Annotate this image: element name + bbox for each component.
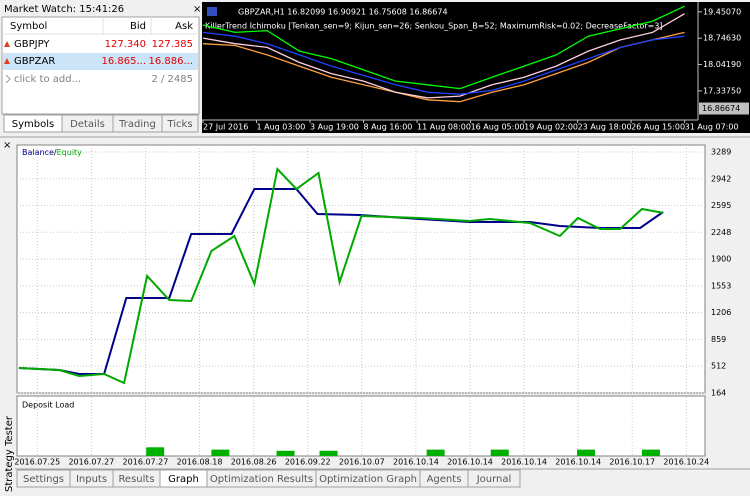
add-icon (5, 74, 11, 84)
load-bar (426, 449, 445, 456)
price-chart (202, 2, 750, 133)
y-tick-label: 17.33750 (703, 86, 741, 95)
legend: Balance/Equity (22, 148, 82, 157)
tab-label[interactable]: Ticks (166, 119, 192, 130)
add-row[interactable]: click to add... (14, 74, 81, 85)
x-tick-label: 2016.10.14 (501, 458, 547, 467)
y-tick-label: 2942 (711, 174, 731, 183)
x-tick-label: 2016.07.27 (123, 458, 169, 467)
x-tick-label: 19 Aug 02:00 (524, 123, 578, 132)
tab-label[interactable]: Agents (427, 474, 462, 485)
tab-label[interactable]: Graph (168, 474, 199, 485)
y-tick-label: 18.74630 (703, 34, 741, 43)
x-tick-label: 2016.10.14 (447, 458, 493, 467)
x-tick-label: 2016.07.27 (68, 458, 114, 467)
chart-title: GBPZAR,H1 16.82099 16.90921 16.75608 16.… (238, 8, 448, 17)
x-tick-label: 31 Aug 07:00 (685, 123, 739, 132)
load-bar (276, 450, 295, 456)
x-tick-label: 1 Aug 03:00 (257, 123, 306, 132)
load-bar (490, 449, 509, 456)
y-tick-label: 512 (711, 362, 726, 371)
symbol-cell[interactable]: GBPJPY (14, 39, 50, 50)
chart-icon (207, 7, 217, 16)
series-line (202, 5, 685, 90)
y-tick-label: 19.45070 (703, 7, 741, 16)
tab-label[interactable]: Optimization Results (210, 474, 313, 485)
tab-label[interactable]: Details (70, 119, 105, 130)
tester-label: Strategy Tester (4, 415, 15, 492)
y-tick-label: 859 (711, 335, 726, 344)
series-line (202, 31, 685, 95)
x-tick-label: 8 Aug 16:00 (364, 123, 413, 132)
symbol-count: 2 / 2485 (151, 74, 193, 85)
symbol-icon (4, 58, 10, 64)
tab-label[interactable]: Optimization Graph (319, 474, 417, 485)
x-tick-label: 2016.10.17 (609, 458, 655, 467)
tab-label[interactable]: Journal (476, 474, 512, 485)
selected-row (3, 53, 198, 70)
y-tick-label: 1553 (711, 281, 731, 290)
deposit-area (16, 395, 706, 457)
x-tick-label: 2016.10.14 (555, 458, 601, 467)
series-line (202, 31, 685, 103)
close-button[interactable]: × (3, 140, 11, 151)
load-bar (211, 449, 230, 456)
tab-label[interactable]: Inputs (76, 474, 107, 485)
legend-entry: Equity (57, 148, 83, 157)
tab-label[interactable]: Settings (23, 474, 64, 485)
price-cell[interactable]: 16.865... (101, 56, 146, 67)
x-tick-label: 2016.08.26 (231, 458, 277, 467)
load-bar (577, 449, 596, 456)
x-tick-label: 3 Aug 19:00 (310, 123, 359, 132)
x-tick-label: 2016.10.24 (663, 458, 709, 467)
legend-entry: Balance (22, 148, 54, 157)
indicator-label: KillerTrend Ichimoku [Tenkan_sen=9; Kiju… (205, 22, 663, 31)
panel-title: Deposit Load (22, 401, 74, 410)
column-header[interactable]: Symbol (10, 21, 47, 32)
y-tick-label: 1206 (711, 308, 731, 317)
load-bar (319, 450, 338, 456)
legend-entry: / (54, 148, 57, 157)
price-cell[interactable]: 127.385 (152, 39, 193, 50)
column-header[interactable]: Ask (175, 21, 193, 32)
y-tick-label: 1900 (711, 255, 731, 264)
y-tick-label: 164 (711, 389, 726, 398)
load-bar (641, 449, 660, 456)
y-tick-label: 3289 (711, 148, 731, 157)
y-tick-label: 18.04190 (703, 60, 741, 69)
y-tick-label: 2248 (711, 228, 731, 237)
symbol-icon (4, 41, 10, 47)
tab[interactable] (467, 469, 521, 488)
column-header[interactable]: Bid (130, 21, 146, 32)
x-tick-label: 11 Aug 08:00 (417, 123, 471, 132)
tab[interactable] (161, 114, 199, 133)
last-price-box (699, 102, 749, 115)
load-bar (146, 447, 165, 456)
price-cell[interactable]: 127.340 (105, 39, 146, 50)
symbol-cell[interactable]: GBPZAR (14, 56, 55, 67)
x-tick-label: 2016.10.07 (339, 458, 385, 467)
price-cell[interactable]: 16.886... (148, 56, 193, 67)
x-tick-label: 27 Jul 2016 (203, 123, 248, 132)
last-price-label: 16.86674 (702, 104, 740, 113)
tab-label[interactable]: Trading (118, 119, 156, 130)
x-tick-label: 16 Aug 05:00 (471, 123, 525, 132)
y-tick-label: 2595 (711, 201, 731, 210)
x-tick-label: 2016.09.22 (285, 458, 331, 467)
tab-label[interactable]: Symbols (12, 119, 54, 130)
x-tick-label: 26 Aug 15:00 (631, 123, 685, 132)
series-line (18, 167, 664, 385)
close-button[interactable]: × (193, 4, 201, 15)
tab-label[interactable]: Results (118, 474, 154, 485)
x-tick-label: 2016.07.25 (14, 458, 60, 467)
panel-title: Market Watch: 15:41:26 (4, 4, 124, 15)
graph-area (16, 144, 706, 394)
x-tick-label: 2016.08.18 (177, 458, 223, 467)
x-tick-label: 23 Aug 18:00 (578, 123, 632, 132)
x-tick-label: 2016.10.14 (393, 458, 439, 467)
series-line (202, 13, 685, 99)
